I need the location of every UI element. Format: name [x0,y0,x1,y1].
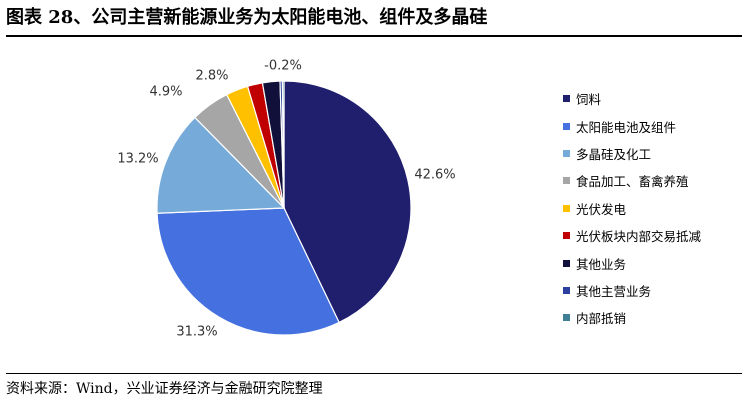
legend-swatch [563,286,570,294]
legend-label: 其他主营业务 [576,283,652,299]
figure-title: 图表 28、公司主营新能源业务为太阳能电池、组件及多晶硅 [6,7,488,28]
legend-label: 其他业务 [576,256,627,272]
legend-swatch [563,314,570,322]
title-rule [6,35,742,37]
data-label: 2.8% [195,69,228,84]
source-rule [6,373,742,374]
data-label: 42.6% [414,168,455,183]
data-label: 31.3% [176,325,217,340]
legend-swatch [563,204,570,212]
legend-item: 其他主营业务 [563,277,701,304]
legend-label: 太阳能电池及组件 [576,119,677,135]
legend-item: 食品加工、畜禽养殖 [563,167,701,194]
legend-item: 内部抵销 [563,304,701,331]
legend-label: 光伏发电 [576,201,627,217]
legend-item: 其他业务 [563,249,701,276]
chart-legend: 饲料太阳能电池及组件 多晶硅及化工食品加工、畜禽养殖 光伏发电光伏板块内部交易抵减其… [563,85,701,332]
legend-item: 饲料 [563,85,701,112]
pie-slice [156,116,286,214]
legend-item: 多晶硅及化工 [563,140,701,167]
legend-swatch [563,122,570,130]
legend-label: 饲料 [576,92,602,108]
legend-swatch [563,259,570,267]
legend-label: 内部抵销 [576,311,627,327]
legend-label: 食品加工、畜禽养殖 [576,174,689,190]
legend-label: 光伏板块内部交易抵减 [576,229,702,245]
source-note: 资料来源：Wind，兴业证券经济与金融研究院整理 [6,381,323,397]
data-label: 13.2% [117,152,158,167]
legend-item: 光伏发电 [563,195,701,222]
pie-slice [281,80,285,209]
legend-item: 光伏板块内部交易抵减 [563,222,701,249]
legend-label: 多晶硅及化工 [576,146,652,162]
legend-swatch [563,149,570,157]
legend-item: 太阳能电池及组件 [563,112,701,139]
pie-slice [283,80,412,324]
legend-swatch [563,232,570,240]
pie-slice [156,207,340,336]
legend-swatch [563,177,570,185]
legend-swatch [563,95,570,103]
data-label: 4.9% [149,85,182,100]
data-label: -0.2% [264,59,302,74]
